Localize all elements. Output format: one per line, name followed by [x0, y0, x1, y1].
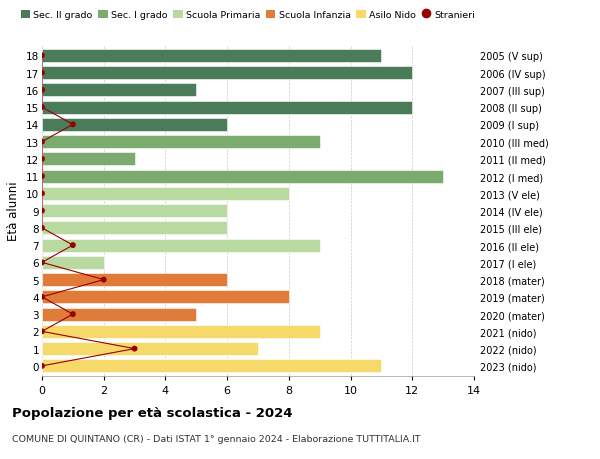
Point	[37, 70, 47, 77]
Legend: Sec. II grado, Sec. I grado, Scuola Primaria, Scuola Infanzia, Asilo Nido, Stran: Sec. II grado, Sec. I grado, Scuola Prim…	[17, 7, 479, 24]
Bar	[42, 136, 320, 149]
Text: Popolazione per età scolastica - 2024: Popolazione per età scolastica - 2024	[12, 406, 293, 419]
Point	[68, 121, 77, 129]
Point	[68, 311, 77, 318]
Text: COMUNE DI QUINTANO (CR) - Dati ISTAT 1° gennaio 2024 - Elaborazione TUTTITALIA.I: COMUNE DI QUINTANO (CR) - Dati ISTAT 1° …	[12, 434, 421, 443]
Bar	[42, 325, 320, 338]
Point	[37, 104, 47, 112]
Bar	[42, 256, 104, 269]
Point	[37, 225, 47, 232]
Point	[99, 276, 109, 284]
Bar	[42, 308, 196, 321]
Bar	[42, 101, 412, 114]
Point	[37, 87, 47, 95]
Point	[37, 173, 47, 180]
Bar	[42, 359, 382, 373]
Point	[37, 259, 47, 266]
Point	[37, 328, 47, 335]
Bar	[42, 67, 412, 80]
Bar	[42, 291, 289, 304]
Point	[130, 345, 139, 353]
Point	[37, 207, 47, 215]
Bar	[42, 187, 289, 201]
Point	[68, 242, 77, 249]
Bar	[42, 222, 227, 235]
Y-axis label: Età alunni: Età alunni	[7, 181, 20, 241]
Point	[37, 190, 47, 197]
Point	[37, 363, 47, 370]
Bar	[42, 170, 443, 183]
Point	[37, 294, 47, 301]
Bar	[42, 239, 320, 252]
Point	[37, 52, 47, 60]
Point	[37, 139, 47, 146]
Bar	[42, 342, 258, 355]
Bar	[42, 274, 227, 286]
Bar	[42, 205, 227, 218]
Bar	[42, 118, 227, 132]
Bar	[42, 153, 134, 166]
Point	[37, 156, 47, 163]
Bar	[42, 50, 382, 63]
Bar	[42, 84, 196, 97]
